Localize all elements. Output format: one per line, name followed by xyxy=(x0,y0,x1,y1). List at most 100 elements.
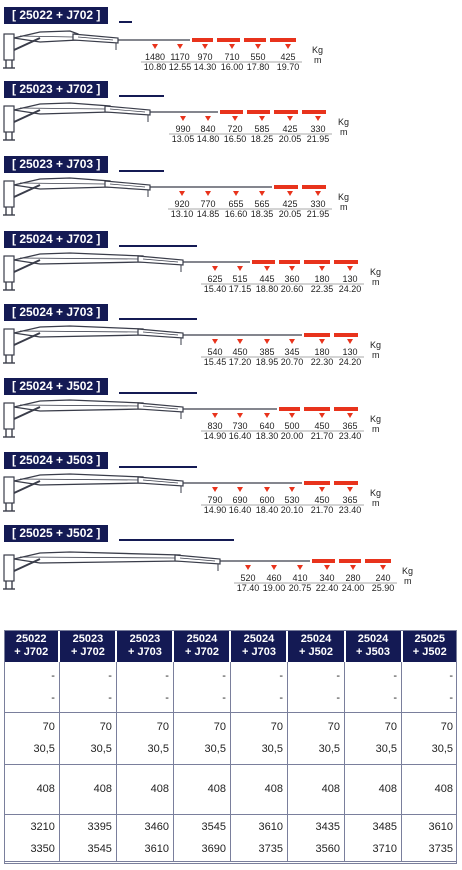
crane-diagram xyxy=(3,539,397,590)
jib-extension-segment xyxy=(302,185,326,189)
load-point-marker xyxy=(259,116,265,121)
cell-value: 3395 xyxy=(87,820,112,833)
load-point-marker xyxy=(289,487,295,492)
load-kg-value: 640 xyxy=(259,421,275,431)
jib-extension-segment xyxy=(247,110,270,114)
table-cell: -- xyxy=(59,662,117,713)
section-header: [ 25022 + J702 ] xyxy=(4,6,109,24)
column-header: 25022 + J702 xyxy=(4,630,61,662)
unit-m: m xyxy=(404,576,412,586)
reach-m-value: 17.15 xyxy=(228,284,252,294)
load-point-marker xyxy=(237,266,243,271)
table-cell: 408 xyxy=(4,764,60,815)
config-label: [ 25022 + J702 ] xyxy=(4,7,109,24)
reach-m-value: 17.40 xyxy=(236,583,260,593)
cell-value: 3350 xyxy=(30,842,55,855)
load-chart-section: [ 25024 + J502 ] 830 14.90 730 16.40 640 18.30… xyxy=(0,377,462,449)
load-kg-value: 450 xyxy=(232,347,248,357)
jib-extension-segment xyxy=(365,559,391,563)
cell-value: 3545 xyxy=(201,820,226,833)
unit-m: m xyxy=(372,424,380,434)
cell-value: 30,5 xyxy=(147,743,169,755)
load-kg-value: 690 xyxy=(232,495,248,505)
header-rule xyxy=(119,95,164,97)
reach-m-value: 21.95 xyxy=(306,134,330,144)
reach-m-value: 20.60 xyxy=(280,284,304,294)
reach-m-value: 23.40 xyxy=(338,431,362,441)
load-kg-value: 585 xyxy=(254,124,270,134)
load-point-marker xyxy=(177,44,183,49)
load-point-marker xyxy=(287,191,293,196)
column-header-line: + J502 xyxy=(299,646,333,658)
cell-value: 408 xyxy=(378,783,398,795)
reach-m-value: 21.95 xyxy=(306,209,330,219)
load-point-marker xyxy=(324,565,330,570)
cell-value: 3485 xyxy=(372,820,398,833)
table-cell: -- xyxy=(344,662,403,713)
table-cell: 70 30,5 xyxy=(401,712,457,765)
table-cell: 70 30,5 xyxy=(173,712,231,765)
jib-extension-segment xyxy=(334,407,358,411)
reach-m-value: 23.40 xyxy=(338,505,362,515)
load-kg-value: 990 xyxy=(175,124,191,134)
load-point-marker xyxy=(315,116,321,121)
load-point-marker xyxy=(212,487,218,492)
load-chart-section: [ 25025 + J502 ] 520 17.40 460 19.00 410 20.75… xyxy=(0,524,462,596)
load-kg-value: 600 xyxy=(259,495,275,505)
table-cell: 3610 3735 xyxy=(401,814,457,862)
table-row: 3210 3350 3395 3545 3460 3610 3545 3690 3610 3735… xyxy=(4,814,457,862)
cell-value: - xyxy=(449,691,453,704)
table-cell: 70 30,5 xyxy=(116,712,174,765)
crane-diagram xyxy=(3,392,364,438)
table-cell: 408 xyxy=(230,764,288,815)
crane-boom xyxy=(3,252,184,291)
load-chart-section: [ 25022 + J702 ] 1480 10.80 1170 12.55 970 14.… xyxy=(0,6,462,78)
load-point-marker xyxy=(259,191,265,196)
jib-extension-segment xyxy=(270,38,296,42)
reach-m-value: 17.20 xyxy=(228,357,252,367)
cell-value: 30,5 xyxy=(90,743,112,755)
jib-extension-segment xyxy=(192,38,213,42)
jib-extensions xyxy=(183,407,358,411)
cell-value: 3710 xyxy=(372,842,398,855)
load-kg-value: 530 xyxy=(284,495,300,505)
table-cell: 3210 3350 xyxy=(4,814,60,862)
load-kg-value: 330 xyxy=(310,199,326,209)
load-kg-value: 565 xyxy=(254,199,270,209)
column-header-line: + J702 xyxy=(14,646,49,658)
cell-value: 70 xyxy=(384,721,398,733)
reach-m-value: 21.70 xyxy=(310,505,334,515)
reach-m-value: 18.35 xyxy=(250,209,274,219)
table-cell: -- xyxy=(116,662,174,713)
cell-value: 30,5 xyxy=(318,743,340,755)
jib-extension-segment xyxy=(244,38,266,42)
section-header: [ 25024 + J503 ] xyxy=(4,451,109,469)
load-chart-section: [ 25024 + J703 ] 540 15.45 450 17.20 385 18.95… xyxy=(0,303,462,375)
reach-m-value: 14.80 xyxy=(196,134,220,144)
column-header-line: + J502 xyxy=(412,646,447,658)
column-header: 25024 + J703 xyxy=(230,630,289,662)
jib-extensions xyxy=(150,185,326,189)
cell-value: 408 xyxy=(150,783,169,795)
unit-kg: Kg xyxy=(370,340,382,350)
table-cell: 3435 3560 xyxy=(287,814,346,862)
table-cell: 70 30,5 xyxy=(230,712,288,765)
load-point-marker xyxy=(264,266,270,271)
jib-extension-segment xyxy=(220,110,243,114)
cell-value: 3545 xyxy=(87,842,112,855)
crane-diagram xyxy=(3,245,364,291)
cell-value: 70 xyxy=(99,721,112,733)
load-kg-value: 770 xyxy=(200,199,216,209)
table-cell: 70 30,5 xyxy=(344,712,403,765)
column-header-line: 25024 xyxy=(300,633,332,645)
cell-value: - xyxy=(222,691,226,704)
load-point-marker xyxy=(212,413,218,418)
config-label: [ 25024 + J703 ] xyxy=(4,304,109,321)
load-point-marker xyxy=(245,565,251,570)
column-header: 25024 + J502 xyxy=(287,630,346,662)
table-cell: -- xyxy=(287,662,346,713)
unit-m: m xyxy=(372,277,380,287)
jib-extension-segment xyxy=(274,110,298,114)
unit-kg: Kg xyxy=(370,414,382,424)
cell-value: - xyxy=(108,691,112,704)
